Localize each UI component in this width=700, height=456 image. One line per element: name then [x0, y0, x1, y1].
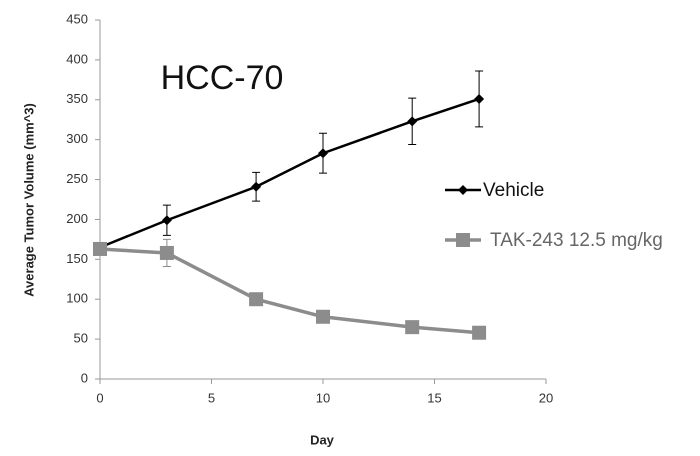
legend-label: TAK-243 12.5 mg/kg	[490, 230, 663, 251]
data-point	[472, 325, 487, 340]
data-point	[93, 241, 107, 256]
series-line	[99, 97, 480, 249]
y-tick-label: 0	[81, 370, 88, 385]
x-tick-label: 5	[208, 390, 215, 405]
data-point	[316, 309, 330, 324]
legend-label: Vehicle	[483, 180, 544, 201]
x-tick-label: 0	[96, 390, 103, 405]
x-axis-label: Day	[310, 432, 335, 447]
data-point	[159, 245, 174, 260]
legend-marker	[458, 185, 468, 195]
legend-marker	[456, 233, 470, 247]
data-point	[407, 116, 418, 127]
y-tick-label: 400	[66, 51, 88, 66]
x-tick-label: 10	[316, 390, 330, 405]
data-point	[249, 292, 264, 307]
series-line	[99, 247, 480, 335]
y-tick-label: 100	[66, 291, 88, 306]
y-tick-label: 200	[66, 211, 88, 226]
y-tick-label: 50	[74, 331, 88, 346]
data-point	[474, 93, 485, 104]
y-tick-label: 350	[66, 91, 88, 106]
y-tick-label: 150	[66, 251, 88, 266]
data-point	[251, 181, 262, 192]
y-tick-label: 250	[66, 171, 88, 186]
chart-title: HCC-70	[161, 59, 284, 97]
data-point	[405, 320, 420, 335]
x-tick-label: 20	[539, 390, 553, 405]
y-tick-label: 300	[66, 131, 88, 146]
y-axis-label: Average Tumor Volume (mm^3)	[21, 103, 36, 297]
data-point	[318, 148, 328, 159]
y-tick-label: 450	[66, 11, 88, 26]
data-point	[161, 215, 172, 226]
x-tick-label: 15	[427, 390, 441, 405]
